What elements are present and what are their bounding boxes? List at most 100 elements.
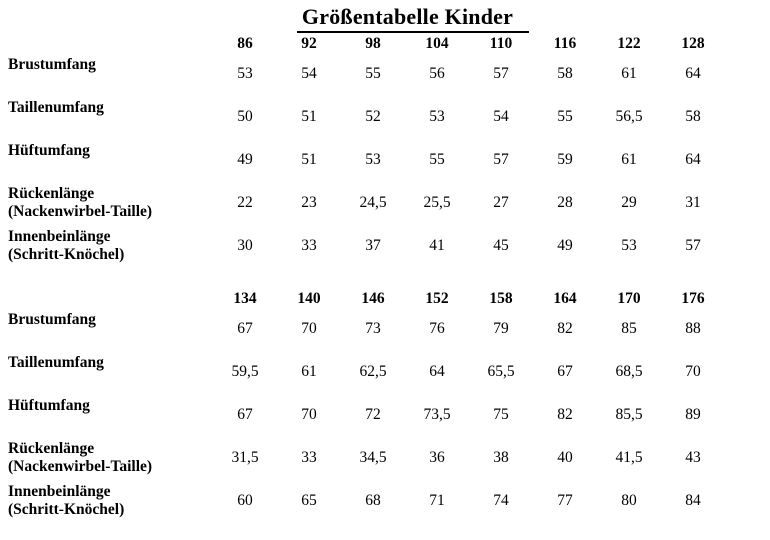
value-cell: 67	[557, 362, 573, 380]
size-header-cell: 134	[233, 290, 257, 307]
value-cell: 41	[429, 236, 445, 254]
measure-row: Hüftumfang 67 70 72 73,5 75 82 85,5 89	[8, 394, 770, 437]
value-cell: 70	[685, 362, 701, 380]
header-label-spacer	[8, 33, 213, 36]
value-cell: 79	[493, 319, 509, 337]
row-label-line: Hüftumfang	[8, 397, 90, 414]
value-cell: 65,5	[487, 362, 515, 380]
value-cell: 28	[557, 193, 573, 211]
value-cell: 41,5	[615, 448, 643, 466]
size-header-cell: 116	[553, 35, 577, 52]
value-cell: 58	[557, 64, 573, 82]
value-cell: 82	[557, 319, 573, 337]
size-header-cell: 152	[425, 290, 449, 307]
value-cell: 73,5	[423, 405, 451, 423]
size-header-cell: 98	[365, 35, 381, 52]
row-label: Hüftumfang	[8, 394, 213, 415]
value-cell: 71	[429, 491, 445, 509]
value-cell: 53	[237, 64, 253, 82]
row-label: Brustumfang	[8, 308, 213, 329]
value-cell: 58	[685, 107, 701, 125]
value-cell: 52	[365, 107, 381, 125]
row-label: Taillenumfang	[8, 96, 213, 117]
size-header-row: 134 140 146 152 158 164 170 176	[8, 282, 770, 308]
value-cell: 80	[621, 491, 637, 509]
value-cell: 68	[365, 491, 381, 509]
value-cell: 51	[301, 107, 317, 125]
value-cell: 70	[301, 319, 317, 337]
size-header-row: 86 92 98 104 110 116 122 128	[8, 33, 770, 53]
value-cell: 77	[557, 491, 573, 509]
value-cell: 61	[621, 150, 637, 168]
measure-row: Hüftumfang 49 51 53 55 57 59 61 64	[8, 139, 770, 182]
size-header-cell: 176	[681, 290, 705, 307]
value-cell: 30	[237, 236, 253, 254]
value-cell: 57	[685, 236, 701, 254]
row-label: Innenbeinlänge (Schritt-Knöchel)	[8, 225, 213, 263]
measure-row: Taillenumfang 50 51 52 53 54 55 56,5 58	[8, 96, 770, 139]
value-cell: 85,5	[615, 405, 643, 423]
value-cell: 68,5	[615, 362, 643, 380]
row-label-line: (Schritt-Knöchel)	[8, 500, 125, 518]
size-header-cell: 122	[617, 35, 641, 52]
row-label-line: (Schritt-Knöchel)	[8, 245, 125, 263]
row-label-line: (Nackenwirbel-Taille)	[8, 202, 153, 220]
measure-row: Brustumfang 53 54 55 56 57 58 61 64	[8, 53, 770, 96]
row-label: Hüftumfang	[8, 139, 213, 160]
size-header-cell: 128	[681, 35, 705, 52]
value-cell: 65	[301, 491, 317, 509]
value-cell: 62,5	[359, 362, 387, 380]
row-label-line: (Nackenwirbel-Taille)	[8, 457, 153, 475]
row-label: Taillenumfang	[8, 351, 213, 372]
value-cell: 50	[237, 107, 253, 125]
measure-row: Taillenumfang 59,5 61 62,5 64 65,5 67 68,5 70	[8, 351, 770, 394]
value-cell: 70	[301, 405, 317, 423]
value-cell: 61	[621, 64, 637, 82]
value-cell: 74	[493, 491, 509, 509]
value-cell: 27	[493, 193, 509, 211]
row-label-line: Taillenumfang	[8, 354, 104, 371]
value-cell: 64	[429, 362, 445, 380]
value-cell: 89	[685, 405, 701, 423]
value-cell: 55	[557, 107, 573, 125]
value-cell: 76	[429, 319, 445, 337]
value-cell: 38	[493, 448, 509, 466]
value-cell: 49	[237, 150, 253, 168]
value-cell: 55	[365, 64, 381, 82]
measure-row: Brustumfang 67 70 73 76 79 82 85 88	[8, 308, 770, 351]
row-label-line: Taillenumfang	[8, 99, 104, 116]
measure-row: Innenbeinlänge (Schritt-Knöchel) 60 65 68 71 7…	[8, 480, 770, 523]
value-cell: 57	[493, 150, 509, 168]
value-cell: 31,5	[231, 448, 259, 466]
value-cell: 56,5	[615, 107, 643, 125]
row-label-line: Rückenlänge	[8, 185, 95, 202]
value-cell: 25,5	[423, 193, 451, 211]
value-cell: 75	[493, 405, 509, 423]
value-cell: 85	[621, 319, 637, 337]
title-wrap: Größentabelle Kinder	[28, 0, 770, 33]
value-cell: 24,5	[359, 193, 387, 211]
value-cell: 45	[493, 236, 509, 254]
value-cell: 33	[301, 236, 317, 254]
value-cell: 67	[237, 319, 253, 337]
size-section-134-176: 134 140 146 152 158 164 170 176 Brustumfang 67 70 7…	[8, 282, 770, 523]
size-header-cell: 146	[361, 290, 385, 307]
header-label-spacer	[8, 282, 213, 285]
value-cell: 51	[301, 150, 317, 168]
value-cell: 37	[365, 236, 381, 254]
value-cell: 49	[557, 236, 573, 254]
value-cell: 54	[493, 107, 509, 125]
value-cell: 72	[365, 405, 381, 423]
row-label: Rückenlänge (Nackenwirbel-Taille)	[8, 182, 213, 220]
value-cell: 29	[621, 193, 637, 211]
value-cell: 64	[685, 64, 701, 82]
value-cell: 73	[365, 319, 381, 337]
value-cell: 23	[301, 193, 317, 211]
value-cell: 59,5	[231, 362, 259, 380]
value-cell: 61	[301, 362, 317, 380]
row-label-line: Innenbeinlänge	[8, 228, 111, 245]
row-label-line: Innenbeinlänge	[8, 483, 111, 500]
value-cell: 84	[685, 491, 701, 509]
value-cell: 82	[557, 405, 573, 423]
size-header-cell: 104	[425, 35, 449, 52]
